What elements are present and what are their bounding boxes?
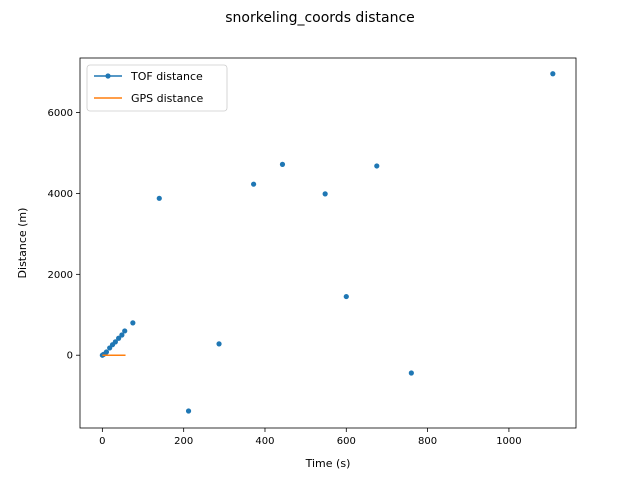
data-point [322,191,328,197]
x-tick-label: 200 [174,436,193,447]
x-tick-label: 1000 [496,436,521,447]
y-tick-label: 6000 [48,108,73,119]
y-tick-label: 4000 [48,189,73,200]
y-tick-label: 2000 [48,270,73,281]
data-point [408,370,414,376]
x-axis-label: Time (s) [305,457,351,470]
data-point [130,320,136,326]
data-point [343,293,349,300]
data-point [122,328,128,334]
plot-area [79,57,577,429]
data-point [156,195,162,201]
chart-title: snorkeling_coords distance [225,10,415,26]
y-tick-label: 0 [67,351,73,362]
data-point [116,335,122,341]
ticks-layer: 0 200 400 600 800 1000 0 2000 4000 6000 [48,108,522,447]
series-layer [99,71,556,414]
axes-frame [79,57,577,429]
data-point [103,349,110,355]
x-tick-label: 800 [418,436,437,447]
x-tick-label: 600 [337,436,356,447]
legend-entry-label: GPS distance [131,92,203,105]
x-tick-label: 400 [255,436,274,447]
data-point [216,341,222,347]
legend: TOF distance GPS distance [86,64,228,112]
data-point [119,332,125,338]
y-axis-label: Distance (m) [16,208,29,279]
series-tof-distance [99,71,556,414]
data-point [185,408,192,414]
data-point [550,71,556,77]
x-tick-label: 0 [99,436,105,447]
legend-marker [105,73,111,79]
data-point [374,163,380,169]
data-point [279,161,286,167]
data-point [251,181,257,187]
data-point [112,339,118,345]
legend-entry-label: TOF distance [130,70,203,83]
